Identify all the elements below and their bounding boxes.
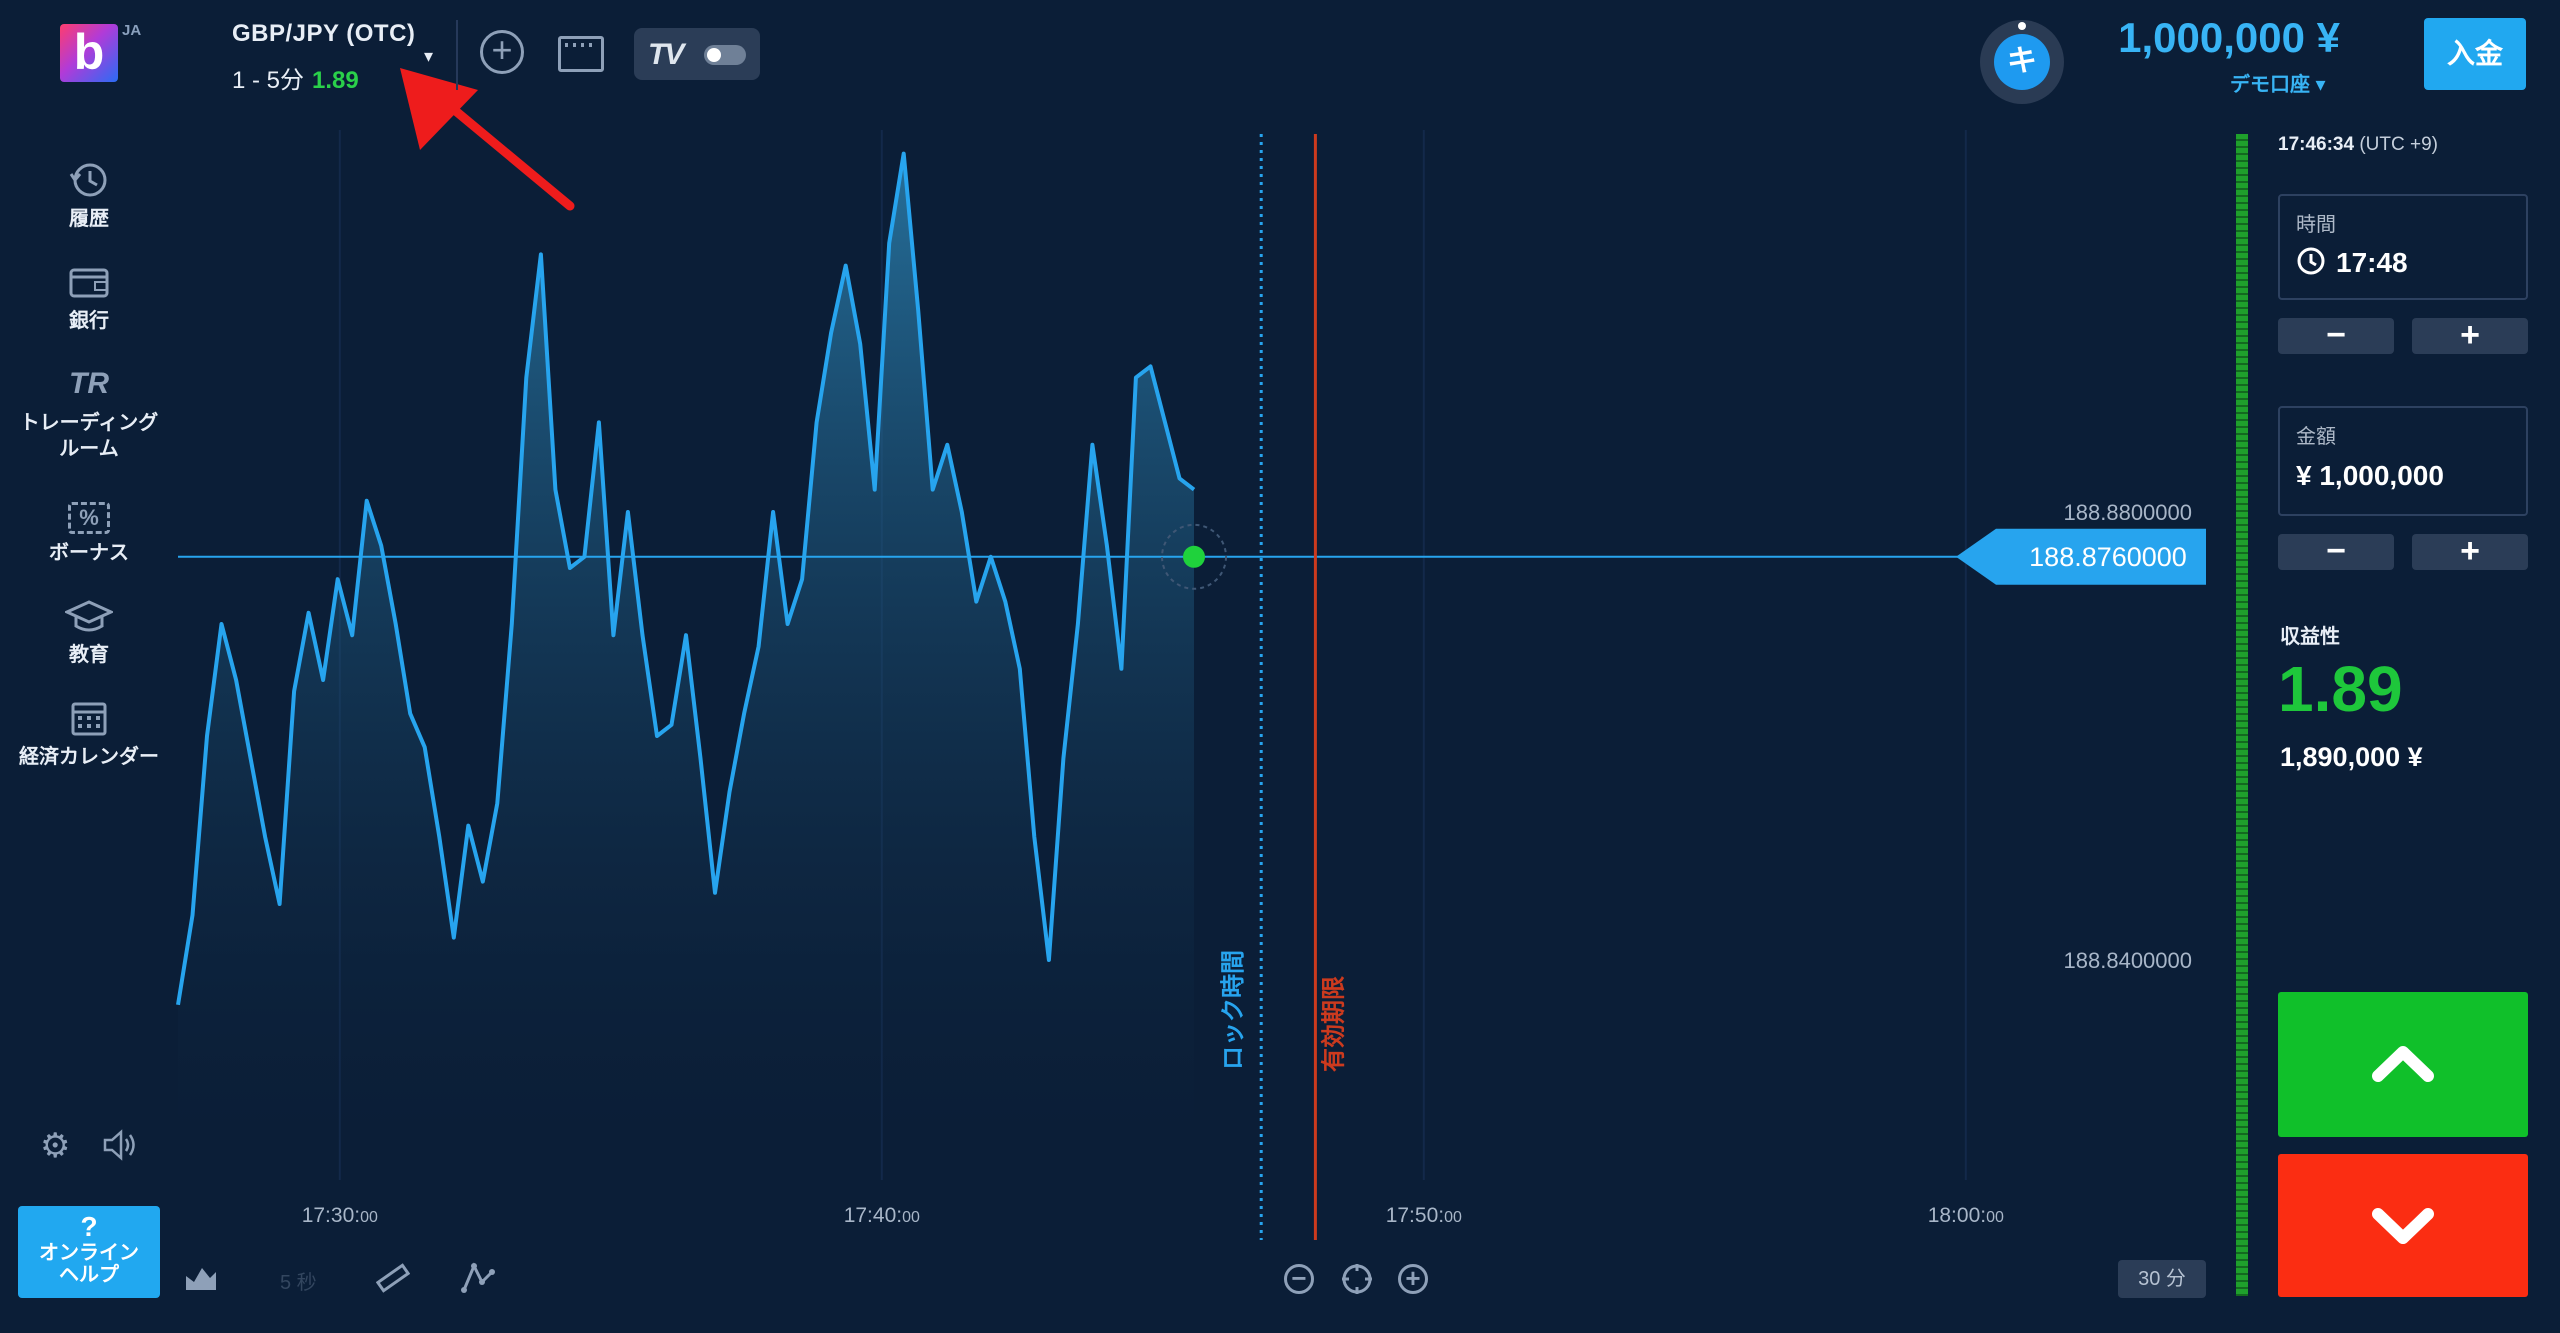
amount-field[interactable]: 金額 ¥ 1,000,000 <box>2278 406 2528 516</box>
chart-type-area-icon[interactable] <box>184 1262 218 1292</box>
expiry-label: 有効期限 <box>1319 976 1347 1072</box>
current-point-ring <box>1161 523 1227 590</box>
time-axis-label: 17:50:00 <box>1386 1204 1462 1227</box>
settings-gear-icon[interactable]: ⚙ <box>40 1127 71 1165</box>
time-decrease-button[interactable]: − <box>2278 318 2394 354</box>
zoom-out-button[interactable]: − <box>1284 1264 1314 1294</box>
lock-time-label: ロック時間 <box>1220 950 1247 1070</box>
toggle-switch[interactable] <box>704 45 746 65</box>
drawing-tools-icon[interactable] <box>460 1260 496 1294</box>
help-question-icon: ? <box>80 1211 98 1242</box>
sidebar-item-bonus[interactable]: % ボーナス <box>0 494 178 566</box>
price-line <box>176 151 1196 1006</box>
time-scale-button[interactable]: 30 分 <box>2118 1260 2206 1298</box>
server-clock: 17:46:34 (UTC +9) <box>2278 134 2438 156</box>
amount-increase-button[interactable]: + <box>2412 534 2528 570</box>
layout-icon[interactable] <box>558 36 604 72</box>
bonus-icon: % <box>0 494 178 534</box>
price-chart[interactable]: ロック時間 有効期限 188.8800000 188.8400000 188.8… <box>0 0 2230 1300</box>
sidebar-label-line2: ルーム <box>59 438 119 460</box>
add-chart-button[interactable]: + <box>480 30 524 74</box>
time-axis-label: 17:40:00 <box>844 1204 920 1227</box>
online-help-button[interactable]: ? オンライン ヘルプ <box>18 1206 160 1298</box>
trading-room-icon: TR <box>69 367 109 400</box>
history-icon <box>69 163 107 197</box>
current-point-dot <box>1183 545 1205 568</box>
sidebar-label: 履歴 <box>69 208 109 230</box>
deposit-button[interactable]: 入金 <box>2424 18 2526 90</box>
resolution-selector[interactable]: 5 秒 <box>280 1272 317 1294</box>
clock-timezone: (UTC +9) <box>2359 134 2438 155</box>
clock-time: 17:46:34 <box>2278 134 2355 155</box>
sidebar-label: 経済カレンダー <box>19 746 159 768</box>
asset-payout: 1.89 <box>312 67 359 94</box>
arrow-up-icon <box>2372 1046 2434 1082</box>
time-axis: 17:30:00 17:40:00 17:50:00 18:00:00 <box>302 1204 2004 1227</box>
sidebar-label: ボーナス <box>49 542 129 564</box>
time-field-label: 時間 <box>2296 214 2336 236</box>
graduation-cap-icon <box>65 600 113 632</box>
tournament-badge[interactable]: キ <box>1980 20 2064 104</box>
sound-icon[interactable] <box>102 1128 140 1162</box>
sidebar-item-education[interactable]: 教育 <box>0 596 178 668</box>
clock-icon <box>2297 247 2325 275</box>
profit-amount: 1,890,000 ¥ <box>2280 742 2423 772</box>
time-axis-label: 17:30:00 <box>302 1204 378 1227</box>
sidebar-item-trading-room[interactable]: TR トレーディング ルーム <box>0 364 178 462</box>
sentiment-bar <box>2236 134 2248 1296</box>
header-divider <box>456 20 458 90</box>
asset-name[interactable]: GBP/JPY (OTC) <box>232 20 416 47</box>
put-down-button[interactable] <box>2278 1154 2528 1297</box>
asset-details[interactable]: 1 - 5分 1.89 <box>232 60 359 95</box>
tradingview-logo-icon: TV <box>648 38 684 71</box>
amount-decrease-button[interactable]: − <box>2278 534 2394 570</box>
amount-field-label: 金額 <box>2296 426 2336 448</box>
asset-duration: 1 - 5分 <box>232 67 305 94</box>
sidebar-item-economic-calendar[interactable]: 経済カレンダー <box>0 698 178 770</box>
call-up-button[interactable] <box>2278 992 2528 1137</box>
account-type-selector[interactable]: デモ口座 ▾ <box>2230 74 2326 96</box>
current-price-tag <box>1956 528 2206 585</box>
sidebar-item-bank[interactable]: 銀行 <box>0 262 178 334</box>
center-chart-icon[interactable] <box>1340 1262 1374 1296</box>
zoom-in-button[interactable]: + <box>1398 1264 1428 1294</box>
tradingview-toggle[interactable]: TV <box>634 28 760 80</box>
asset-dropdown-icon[interactable]: ▾ <box>424 46 434 66</box>
help-label-line2: ヘルプ <box>59 1264 119 1286</box>
time-increase-button[interactable]: + <box>2412 318 2528 354</box>
sidebar-label: 銀行 <box>69 310 109 332</box>
tournament-icon: キ <box>1994 34 2050 90</box>
profitability-value: 1.89 <box>2278 653 2403 725</box>
time-field-value: 17:48 <box>2296 246 2408 279</box>
ruler-icon[interactable] <box>376 1262 410 1294</box>
time-field[interactable]: 時間 17:48 <box>2278 194 2528 300</box>
time-axis-label: 18:00:00 <box>1928 1204 2004 1227</box>
price-axis-label: 188.8400000 <box>2064 948 2192 973</box>
sidebar-label: トレーディング <box>19 412 159 434</box>
account-balance[interactable]: 1,000,000 ¥ <box>2118 14 2340 61</box>
price-axis-label: 188.8800000 <box>2064 500 2192 525</box>
arrow-down-icon <box>2372 1208 2434 1244</box>
profitability-label: 収益性 <box>2280 626 2340 648</box>
wallet-icon <box>69 268 109 298</box>
sidebar-label: 教育 <box>69 644 109 666</box>
current-price-value: 188.8760000 <box>2029 542 2187 572</box>
calendar-icon <box>71 702 107 736</box>
amount-field-value[interactable]: ¥ 1,000,000 <box>2296 460 2444 491</box>
sidebar-item-history[interactable]: 履歴 <box>0 160 178 232</box>
broker-logo[interactable]: b <box>60 24 118 82</box>
help-label-line1: オンライン <box>39 1242 139 1264</box>
language-badge[interactable]: JA <box>122 22 142 39</box>
annotation-arrow <box>400 68 575 211</box>
